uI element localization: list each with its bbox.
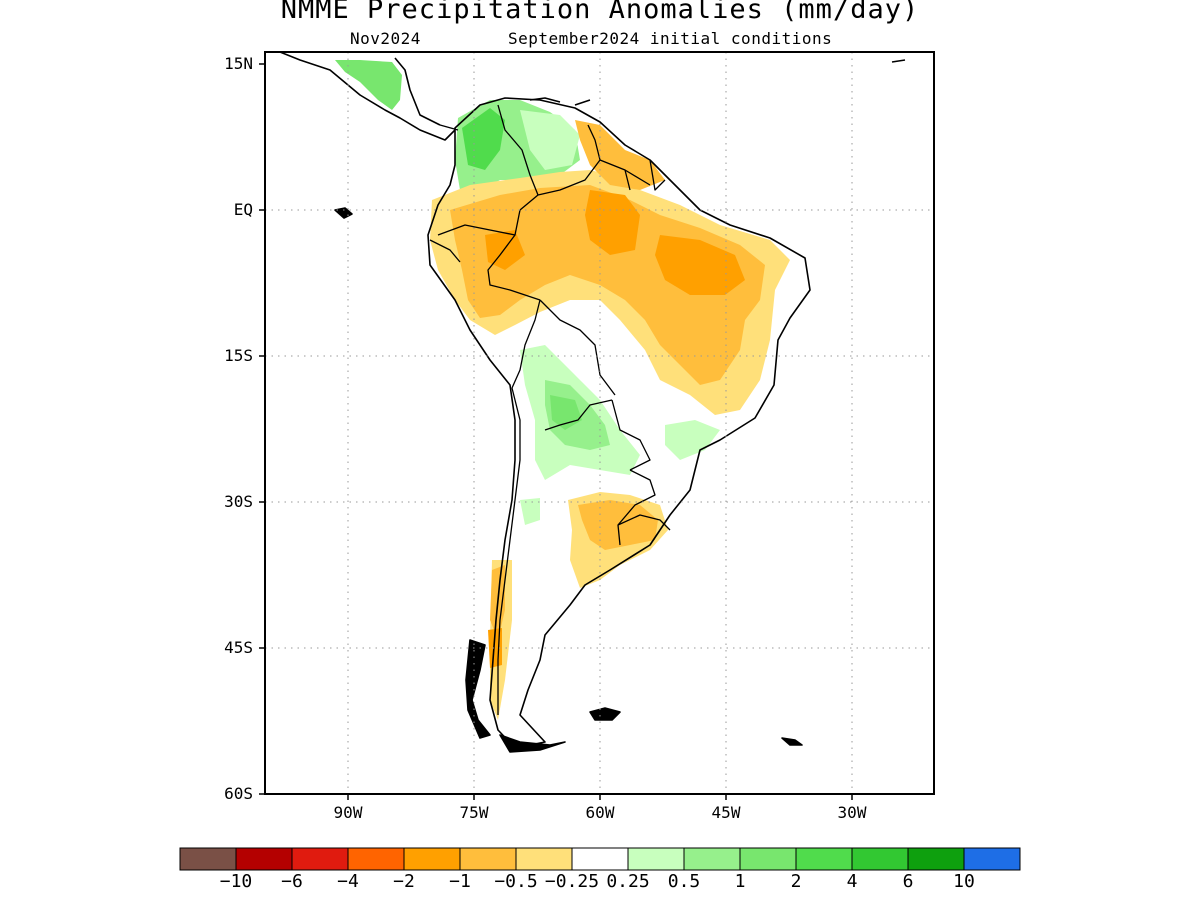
wet-anomaly-central-america [335, 60, 402, 110]
lat-tick-60s: 60S [224, 784, 253, 803]
colorbar-swatch [571, 847, 629, 871]
lon-tick-45w: 45W [711, 803, 741, 822]
central-america-coastline [279, 52, 456, 141]
panama-colombia-border [439, 124, 459, 131]
colorbar-swatch [235, 847, 293, 871]
colorbar-label: −0.25 [544, 871, 600, 892]
initial-conditions: September2024 initial conditions [508, 29, 833, 48]
coastlines [279, 52, 906, 753]
south-america-coastline [427, 97, 811, 749]
wet-anomaly-southeast-brazil [665, 420, 720, 460]
colorbar-label: −0.5 [494, 871, 538, 892]
dry-anomaly-peru-strong [485, 230, 525, 270]
dry-anomaly-guianas [575, 120, 665, 190]
lat-tick-15s: 15S [224, 346, 253, 365]
ecuador-peru-border [429, 239, 461, 263]
dry-anomaly-amazon-strong [585, 190, 640, 255]
colorbar-label: 4 [846, 871, 858, 892]
colorbar-swatch [627, 847, 685, 871]
lon-tick-60w: 60W [585, 803, 615, 822]
colorbar-label: −2 [393, 871, 415, 892]
colorbar-label: 1 [734, 871, 746, 892]
colorbar-swatch [683, 847, 741, 871]
forecast-month: Nov2024 [350, 29, 421, 48]
uruguay-brazil-border [617, 514, 671, 531]
lon-tick-75w: 75W [459, 803, 489, 822]
caribbean-islands [529, 59, 906, 106]
map-frame-contents [279, 52, 906, 753]
colorbar-swatch [907, 847, 965, 871]
colorbar-label: 0.5 [667, 871, 701, 892]
lon-tick-30w: 30W [837, 803, 867, 822]
bolivia-brazil-border [539, 299, 616, 396]
lat-tick-30s: 30S [224, 492, 253, 511]
dry-anomaly-brazil-strong [655, 235, 745, 295]
lat-tick-45s: 45S [224, 638, 253, 657]
peru-bolivia-border [511, 299, 541, 389]
south-georgia [781, 737, 803, 746]
colorbar-label: 10 [953, 871, 975, 892]
argentina-uruguay-border [617, 469, 656, 546]
colorbar-swatch [291, 847, 349, 871]
axis-ticks [259, 63, 853, 800]
colorbar-label: 0.25 [606, 871, 650, 892]
lat-tick-15n: 15N [224, 54, 253, 73]
colorbar-label: 6 [902, 871, 914, 892]
wet-anomaly-venezuela-light [520, 110, 580, 170]
colorbar-swatch [459, 847, 517, 871]
colorbar-swatch [851, 847, 909, 871]
colorbar-swatch [347, 847, 405, 871]
lat-tick-eq: EQ [233, 200, 253, 219]
venezuela-brazil-border [537, 124, 601, 196]
peru-brazil-border [487, 234, 541, 301]
wet-anomaly-colombia [462, 108, 505, 170]
colorbar-swatch [403, 847, 461, 871]
colorbar [179, 847, 1021, 871]
tierra-del-fuego [499, 734, 566, 753]
falkland-islands [589, 707, 621, 721]
colorbar-swatch [963, 847, 1021, 871]
anomaly-fills [335, 60, 790, 720]
colorbar-label: 2 [790, 871, 802, 892]
colorbar-label: −1 [449, 871, 471, 892]
colorbar-swatch [179, 847, 237, 871]
colombia-peru-border [437, 194, 539, 236]
paraguay-brazil-border [611, 399, 651, 471]
chilean-archipelago [465, 639, 491, 739]
central-america-land [280, 52, 455, 140]
colorbar-label: −6 [281, 871, 303, 892]
country-borders [429, 104, 671, 715]
colombia-venezuela-border [497, 104, 539, 196]
graticule [265, 52, 934, 794]
lon-tick-90w: 90W [333, 803, 363, 822]
colorbar-label: −10 [219, 871, 253, 892]
colorbar-swatch [739, 847, 797, 871]
colorbar-swatch [515, 847, 573, 871]
map-title: NMME Precipitation Anomalies (mm/day) [280, 0, 920, 25]
bolivia-paraguay-border [544, 399, 613, 431]
dry-anomaly-amazon [450, 185, 765, 385]
colorbar-swatch [795, 847, 853, 871]
chile-argentina-border [497, 387, 521, 715]
wet-anomaly-central-chile [520, 498, 540, 525]
colorbar-label: −4 [337, 871, 359, 892]
guianas-borders [599, 159, 666, 191]
